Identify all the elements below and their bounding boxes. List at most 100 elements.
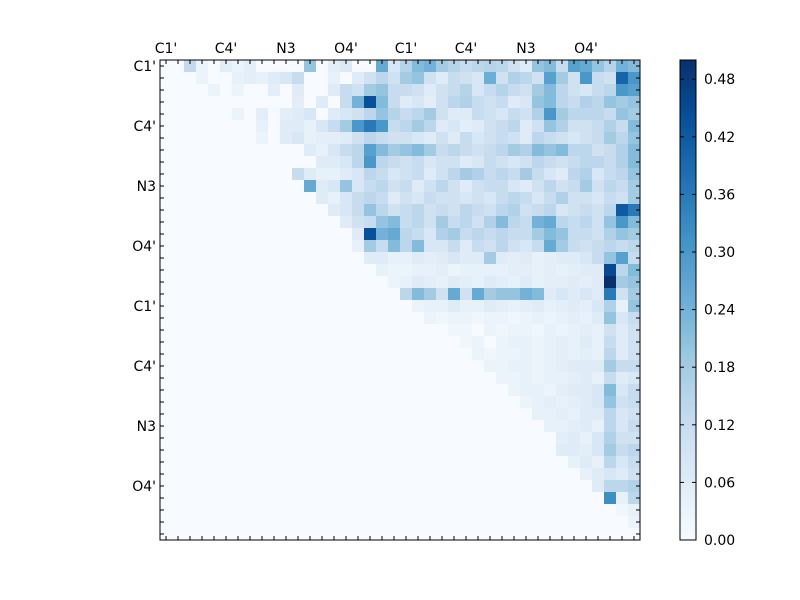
- heatmap-cell: [436, 300, 448, 312]
- heatmap-cell: [472, 156, 484, 168]
- heatmap-cell: [520, 168, 532, 180]
- heatmap-cell: [532, 348, 544, 360]
- heatmap-cell: [496, 180, 508, 192]
- heatmap-cell: [628, 456, 640, 468]
- heatmap-cell: [592, 96, 604, 108]
- heatmap-cell: [604, 288, 616, 300]
- heatmap-cell: [388, 180, 400, 192]
- heatmap-cell: [424, 180, 436, 192]
- heatmap-cell: [376, 192, 388, 204]
- heatmap-cell: [400, 108, 412, 120]
- heatmap-cell: [580, 168, 592, 180]
- heatmap-cell: [508, 252, 520, 264]
- heatmap-cell: [484, 276, 496, 288]
- heatmap-cell: [352, 132, 364, 144]
- heatmap-cell: [472, 288, 484, 300]
- heatmap-cell: [568, 84, 580, 96]
- heatmap-cell: [508, 72, 520, 84]
- x-tick-label: N3: [516, 41, 535, 57]
- heatmap-cell: [532, 96, 544, 108]
- heatmap-cell: [460, 264, 472, 276]
- heatmap-cell: [604, 492, 616, 504]
- heatmap-cell: [604, 228, 616, 240]
- heatmap-cell: [328, 168, 340, 180]
- heatmap-cell: [460, 96, 472, 108]
- heatmap-cell: [532, 360, 544, 372]
- heatmap-cell: [292, 120, 304, 132]
- heatmap-cell: [328, 108, 340, 120]
- heatmap-cell: [628, 504, 640, 516]
- heatmap-cell: [352, 204, 364, 216]
- heatmap-cell: [520, 324, 532, 336]
- heatmap-cell: [520, 72, 532, 84]
- heatmap-cell: [556, 132, 568, 144]
- heatmap-cell: [508, 276, 520, 288]
- heatmap-cell: [520, 240, 532, 252]
- heatmap-cell: [304, 120, 316, 132]
- heatmap-cell: [616, 264, 628, 276]
- heatmap-cell: [616, 276, 628, 288]
- heatmap-cell: [496, 192, 508, 204]
- heatmap-cell: [304, 144, 316, 156]
- heatmap-cell: [592, 228, 604, 240]
- heatmap-cell: [448, 144, 460, 156]
- heatmap-cell: [580, 156, 592, 168]
- heatmap-cell: [604, 276, 616, 288]
- heatmap-cell: [604, 156, 616, 168]
- heatmap-cell: [388, 168, 400, 180]
- heatmap-cell: [484, 312, 496, 324]
- heatmap-cell: [532, 372, 544, 384]
- heatmap-cell: [556, 228, 568, 240]
- heatmap-cell: [436, 168, 448, 180]
- heatmap-cell: [592, 144, 604, 156]
- heatmap-cell: [604, 216, 616, 228]
- heatmap-cell: [460, 168, 472, 180]
- heatmap-cell: [604, 96, 616, 108]
- heatmap-cell: [604, 396, 616, 408]
- heatmap-cell: [508, 144, 520, 156]
- heatmap-cell: [256, 72, 268, 84]
- heatmap-cell: [628, 492, 640, 504]
- heatmap-cell: [472, 192, 484, 204]
- heatmap-cell: [580, 132, 592, 144]
- heatmap-cell: [544, 144, 556, 156]
- heatmap-cell: [604, 180, 616, 192]
- heatmap-cell: [316, 96, 328, 108]
- heatmap-cell: [364, 156, 376, 168]
- heatmap-cell: [532, 168, 544, 180]
- heatmap-cell: [556, 120, 568, 132]
- heatmap-cell: [460, 156, 472, 168]
- colorbar-tick-label: 0.18: [704, 360, 735, 376]
- heatmap-cell: [244, 72, 256, 84]
- heatmap-cell: [520, 84, 532, 96]
- heatmap-cell: [628, 288, 640, 300]
- heatmap-cell: [364, 84, 376, 96]
- heatmap-cell: [532, 312, 544, 324]
- heatmap-cell: [400, 240, 412, 252]
- colorbar-tick-label: 0.12: [704, 418, 735, 434]
- heatmap-cell: [268, 84, 280, 96]
- colorbar: [679, 59, 697, 541]
- heatmap-cell: [616, 132, 628, 144]
- heatmap-cell: [616, 300, 628, 312]
- heatmap-cell: [352, 144, 364, 156]
- heatmap-cell: [484, 300, 496, 312]
- heatmap-cell: [616, 192, 628, 204]
- heatmap-cell: [424, 276, 436, 288]
- heatmap-cell: [496, 288, 508, 300]
- heatmap-cell: [316, 192, 328, 204]
- heatmap-cell: [592, 120, 604, 132]
- heatmap-cell: [508, 96, 520, 108]
- heatmap-cell: [544, 72, 556, 84]
- heatmap-cell: [388, 276, 400, 288]
- heatmap-cell: [520, 132, 532, 144]
- heatmap-cell: [628, 432, 640, 444]
- heatmap-cell: [472, 168, 484, 180]
- heatmap-cell: [580, 96, 592, 108]
- heatmap-cell: [520, 264, 532, 276]
- heatmap-cell: [460, 132, 472, 144]
- heatmap-cell: [496, 168, 508, 180]
- heatmap-cell: [472, 180, 484, 192]
- heatmap-cell: [604, 60, 616, 72]
- heatmap-cell: [556, 336, 568, 348]
